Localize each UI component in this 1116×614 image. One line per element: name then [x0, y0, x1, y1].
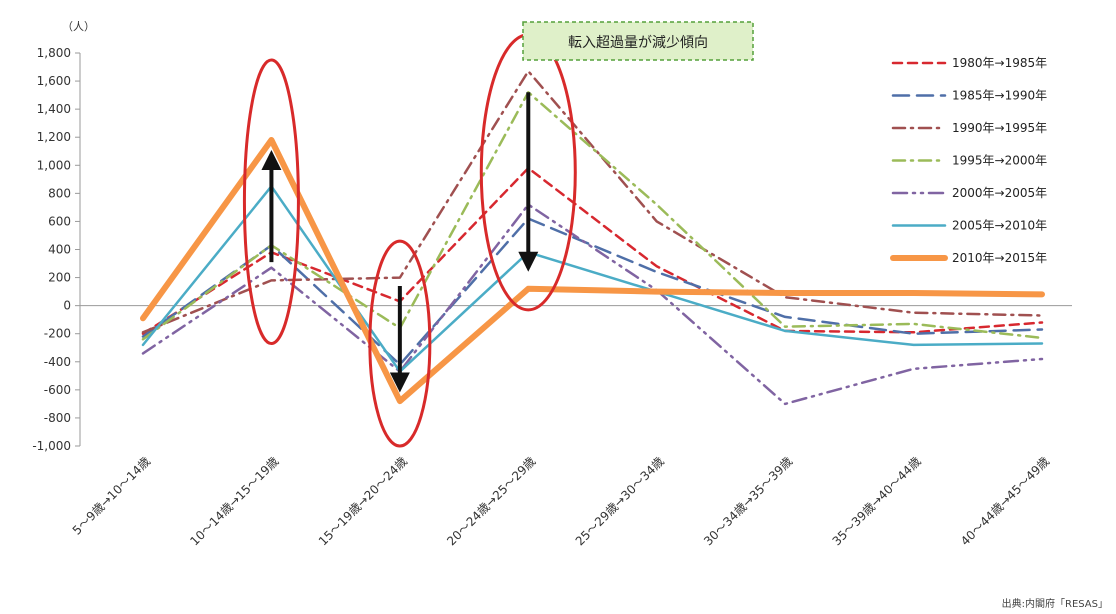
y-tick-label: 600: [48, 214, 71, 228]
y-tick-label: 400: [48, 243, 71, 257]
series-lines: [143, 71, 1042, 404]
legend-label-0: 1980年→1985年: [952, 56, 1047, 70]
x-tick-label: 25～29歳→30～34歳: [573, 454, 667, 548]
x-tick-label: 15～19歳→20～24歳: [316, 454, 410, 548]
y-tick-label: 200: [48, 271, 71, 285]
source-note: 出典:内閣府「RESAS」: [1002, 597, 1108, 610]
legend-label-1: 1985年→1990年: [952, 89, 1047, 103]
x-tick-label: 35～39歳→40～44歳: [830, 454, 924, 548]
legend-label-3: 1995年→2000年: [952, 154, 1047, 168]
x-axis: 5～9歳→10～14歳 10～14歳→15～19歳 15～19歳→20～24歳 20～…: [70, 454, 1052, 548]
y-tick-label: -200: [44, 327, 71, 341]
callout-box: 転入超過量が減少傾向: [523, 22, 753, 60]
y-tick-label: 1,400: [37, 102, 71, 116]
y-tick-label: -1,000: [32, 439, 71, 453]
x-tick-label: 10～14歳→15～19歳: [187, 454, 281, 548]
x-tick-label: 5～9歳→10～14歳: [70, 454, 153, 537]
x-tick-label: 40～44歳→45～49歳: [958, 454, 1052, 548]
series-line-4: [143, 205, 1042, 404]
y-tick-label: -600: [44, 383, 71, 397]
y-tick-label: 1,000: [37, 158, 71, 172]
y-tick-label: 800: [48, 186, 71, 200]
series-line-6: [143, 140, 1042, 401]
y-tick-label: 1,600: [37, 74, 71, 88]
y-tick-label: 0: [63, 299, 71, 313]
legend-label-6: 2010年→2015年: [952, 251, 1047, 265]
callout-text: 転入超過量が減少傾向: [568, 34, 708, 51]
legend-label-4: 2000年→2005年: [952, 186, 1047, 200]
series-line-5: [143, 186, 1042, 371]
x-tick-label: 30～34歳→35～39歳: [701, 454, 795, 548]
y-tick-label: -400: [44, 355, 71, 369]
y-tick-label: -800: [44, 411, 71, 425]
legend: 1980年→1985年 1985年→1990年 1990年→1995年 1995年→2…: [893, 56, 1047, 265]
y-tick-label: 1,200: [37, 130, 71, 144]
legend-label-5: 2005年→2010年: [952, 219, 1047, 233]
y-axis: 1,800 1,600 1,400 1,200 1,000 800 600 400 200 0 -2…: [32, 46, 80, 453]
x-tick-label: 20～24歳→25～29歳: [444, 454, 538, 548]
y-axis-unit: （人）: [62, 20, 95, 33]
legend-label-2: 1990年→1995年: [952, 121, 1047, 135]
y-tick-label: 1,800: [37, 46, 71, 60]
